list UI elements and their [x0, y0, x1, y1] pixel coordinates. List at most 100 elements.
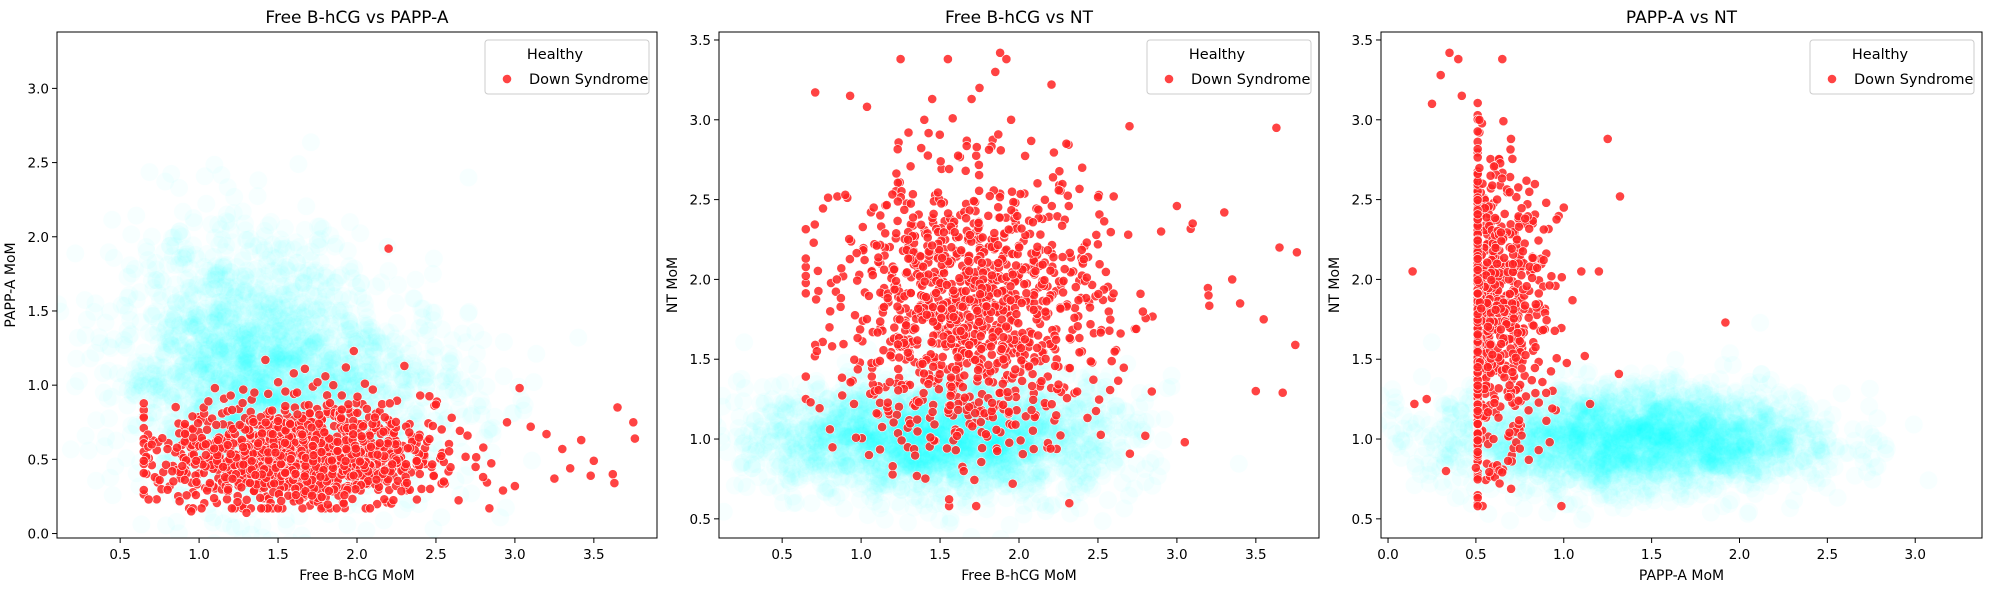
- down-syndrome-point: [307, 440, 318, 451]
- down-syndrome-point: [179, 419, 190, 429]
- healthy-point: [495, 333, 513, 351]
- healthy-point: [314, 539, 332, 557]
- down-syndrome-point: [232, 497, 243, 507]
- down-syndrome-point: [222, 439, 233, 450]
- down-syndrome-point: [290, 490, 301, 500]
- down-syndrome-point: [204, 478, 215, 488]
- down-syndrome-point: [384, 398, 395, 409]
- down-syndrome-point: [369, 412, 380, 423]
- y-tick-label: 0.5: [28, 452, 49, 468]
- down-syndrome-point: [424, 391, 435, 402]
- down-syndrome-point: [350, 443, 361, 454]
- down-syndrome-point: [246, 456, 257, 466]
- down-syndrome-point: [241, 494, 252, 505]
- healthy-point: [161, 305, 179, 323]
- down-syndrome-point: [269, 478, 280, 489]
- healthy-point: [249, 365, 267, 383]
- healthy-point: [297, 338, 315, 356]
- healthy-point: [69, 329, 87, 347]
- down-syndrome-point: [307, 490, 317, 501]
- down-syndrome-point: [203, 396, 214, 407]
- down-syndrome-point: [241, 507, 252, 518]
- down-syndrome-point: [401, 459, 411, 470]
- legend-box: [484, 39, 650, 95]
- down-syndrome-point: [288, 368, 299, 379]
- down-syndrome-point: [348, 429, 359, 440]
- down-syndrome-point: [352, 391, 363, 402]
- healthy-point: [432, 508, 450, 526]
- down-syndrome-point: [348, 346, 359, 356]
- down-syndrome-point: [414, 469, 425, 479]
- down-syndrome-point: [328, 380, 339, 391]
- healthy-point: [527, 345, 545, 363]
- healthy-point: [95, 384, 113, 402]
- down-syndrome-point: [138, 455, 149, 466]
- down-syndrome-point: [200, 450, 211, 460]
- healthy-point: [296, 534, 314, 552]
- legend-entry-healthy: Healthy: [527, 47, 584, 63]
- down-syndrome-point: [170, 402, 181, 412]
- healthy-point: [250, 236, 268, 254]
- healthy-point: [172, 291, 190, 309]
- down-syndrome-point: [161, 459, 171, 470]
- down-syndrome-point: [209, 383, 220, 393]
- down-syndrome-point: [415, 390, 426, 401]
- down-syndrome-point: [371, 474, 382, 485]
- down-syndrome-point: [486, 458, 497, 469]
- down-syndrome-point: [411, 494, 422, 505]
- healthy-point: [62, 440, 80, 458]
- down-syndrome-point: [340, 362, 351, 373]
- down-syndrome-point: [138, 412, 149, 423]
- healthy-point: [205, 248, 223, 266]
- healthy-point: [357, 521, 375, 539]
- legend-marker-down-syndrome: [502, 74, 512, 84]
- healthy-point: [427, 339, 445, 357]
- healthy-point: [104, 486, 122, 504]
- down-syndrome-point: [387, 459, 398, 470]
- healthy-point: [80, 442, 98, 460]
- healthy-point: [70, 372, 88, 390]
- healthy-point: [735, 333, 753, 351]
- healthy-point: [159, 555, 177, 573]
- healthy-point: [435, 372, 453, 390]
- down-syndrome-point: [478, 472, 488, 482]
- y-tick-label: 0.0: [28, 527, 49, 543]
- down-syndrome-point: [211, 419, 222, 430]
- down-syndrome-point: [565, 463, 576, 474]
- healthy-point: [228, 258, 246, 276]
- down-syndrome-point: [427, 459, 438, 470]
- down-syndrome-point: [250, 470, 261, 480]
- x-tick-label: 1.5: [267, 547, 288, 563]
- down-syndrome-point: [425, 483, 435, 494]
- healthy-point: [484, 419, 502, 437]
- healthy-point: [733, 370, 751, 388]
- down-syndrome-point: [576, 435, 587, 445]
- healthy-point: [790, 468, 808, 486]
- healthy-point: [413, 402, 431, 420]
- healthy-point: [671, 435, 689, 453]
- down-syndrome-point: [177, 461, 188, 471]
- down-syndrome-point: [138, 398, 149, 409]
- healthy-point: [280, 306, 298, 324]
- down-syndrome-point: [316, 492, 327, 502]
- down-syndrome-point: [306, 422, 317, 433]
- healthy-point: [569, 329, 587, 347]
- healthy-point: [257, 273, 275, 291]
- down-syndrome-point: [273, 416, 283, 426]
- down-syndrome-point: [350, 484, 361, 495]
- down-syndrome-point: [260, 417, 271, 428]
- healthy-point: [184, 236, 202, 254]
- healthy-point: [459, 305, 477, 323]
- down-syndrome-point: [390, 416, 401, 427]
- healthy-point: [702, 415, 720, 433]
- down-syndrome-point: [146, 439, 157, 450]
- healthy-point: [254, 518, 272, 536]
- y-tick-label: 3.0: [28, 81, 49, 97]
- down-syndrome-point: [338, 498, 349, 509]
- down-syndrome-point: [237, 398, 248, 408]
- x-tick-label: 0.5: [109, 547, 130, 563]
- down-syndrome-point: [285, 454, 296, 464]
- healthy-point: [410, 357, 428, 375]
- healthy-point: [478, 378, 496, 396]
- down-syndrome-point: [379, 412, 390, 423]
